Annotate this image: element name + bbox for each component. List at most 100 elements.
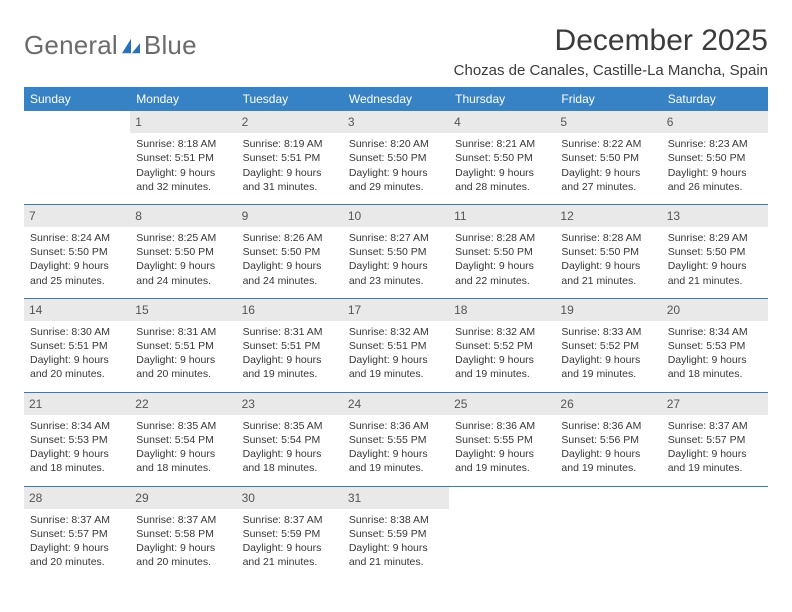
day-cell: 8 Sunrise: 8:25 AMSunset: 5:50 PMDaylight… bbox=[130, 204, 236, 298]
sunrise-text: Sunrise: 8:22 AM bbox=[561, 137, 655, 151]
sunrise-text: Sunrise: 8:23 AM bbox=[668, 137, 762, 151]
calendar-page: General Blue December 2025 Chozas de Can… bbox=[0, 0, 792, 579]
day-cell: 7Sunrise: 8:24 AMSunset: 5:50 PMDaylight… bbox=[24, 204, 130, 298]
day-cell: 23Sunrise: 8:35 AMSunset: 5:54 PMDayligh… bbox=[237, 392, 343, 486]
day-number: 17 bbox=[343, 299, 449, 321]
sunrise-text: Sunrise: 8:37 AM bbox=[243, 513, 337, 527]
sunset-text: Sunset: 5:51 PM bbox=[136, 151, 230, 165]
daylight-text: Daylight: 9 hours and 19 minutes. bbox=[243, 353, 337, 381]
day-info: Sunrise: 8:26 AMSunset: 5:50 PMDaylight:… bbox=[243, 231, 337, 288]
day-info: Sunrise: 8:31 AMSunset: 5:51 PMDaylight:… bbox=[243, 325, 337, 382]
sunrise-text: Sunrise: 8:25 AM bbox=[136, 231, 230, 245]
day-cell: 14Sunrise: 8:30 AMSunset: 5:51 PMDayligh… bbox=[24, 298, 130, 392]
daylight-text: Daylight: 9 hours and 21 minutes. bbox=[243, 541, 337, 569]
logo-word-blue: Blue bbox=[144, 30, 197, 61]
daylight-text: Daylight: 9 hours and 24 minutes. bbox=[243, 259, 337, 287]
day-info: Sunrise: 8:29 AMSunset: 5:50 PMDaylight:… bbox=[668, 231, 762, 288]
day-header: Sunday bbox=[24, 87, 130, 111]
day-cell: . bbox=[555, 486, 661, 579]
day-number: 18 bbox=[449, 299, 555, 321]
sunrise-text: Sunrise: 8:19 AM bbox=[243, 137, 337, 151]
sunrise-text: Sunrise: 8:32 AM bbox=[349, 325, 443, 339]
day-info: Sunrise: 8:21 AMSunset: 5:50 PMDaylight:… bbox=[455, 137, 549, 194]
sunset-text: Sunset: 5:50 PM bbox=[668, 245, 762, 259]
sunrise-text: Sunrise: 8:34 AM bbox=[668, 325, 762, 339]
day-cell: . bbox=[662, 486, 768, 579]
sunset-text: Sunset: 5:52 PM bbox=[561, 339, 655, 353]
sunset-text: Sunset: 5:50 PM bbox=[349, 151, 443, 165]
sunset-text: Sunset: 5:58 PM bbox=[136, 527, 230, 541]
page-header: General Blue December 2025 Chozas de Can… bbox=[24, 24, 768, 79]
calendar-table: Sunday Monday Tuesday Wednesday Thursday… bbox=[24, 87, 768, 579]
day-info: Sunrise: 8:38 AMSunset: 5:59 PMDaylight:… bbox=[349, 513, 443, 570]
day-info: Sunrise: 8:32 AMSunset: 5:52 PMDaylight:… bbox=[455, 325, 549, 382]
sunset-text: Sunset: 5:59 PM bbox=[349, 527, 443, 541]
page-subtitle: Chozas de Canales, Castille-La Mancha, S… bbox=[454, 62, 768, 79]
day-number: 6 bbox=[662, 111, 768, 133]
sunrise-text: Sunrise: 8:31 AM bbox=[243, 325, 337, 339]
sunset-text: Sunset: 5:55 PM bbox=[349, 433, 443, 447]
day-header: Friday bbox=[555, 87, 661, 111]
daylight-text: Daylight: 9 hours and 31 minutes. bbox=[243, 166, 337, 194]
day-cell: 26Sunrise: 8:36 AMSunset: 5:56 PMDayligh… bbox=[555, 392, 661, 486]
day-info: Sunrise: 8:23 AMSunset: 5:50 PMDaylight:… bbox=[668, 137, 762, 194]
day-info: Sunrise: 8:36 AMSunset: 5:56 PMDaylight:… bbox=[561, 419, 655, 476]
day-number: 5 bbox=[555, 111, 661, 133]
logo-word-general: General bbox=[24, 30, 118, 61]
sunset-text: Sunset: 5:54 PM bbox=[136, 433, 230, 447]
sunset-text: Sunset: 5:51 PM bbox=[136, 339, 230, 353]
sunset-text: Sunset: 5:50 PM bbox=[455, 151, 549, 165]
day-number: 4 bbox=[449, 111, 555, 133]
sunset-text: Sunset: 5:57 PM bbox=[30, 527, 124, 541]
daylight-text: Daylight: 9 hours and 21 minutes. bbox=[561, 259, 655, 287]
sunset-text: Sunset: 5:50 PM bbox=[561, 245, 655, 259]
day-number: 23 bbox=[237, 393, 343, 415]
day-info: Sunrise: 8:24 AMSunset: 5:50 PMDaylight:… bbox=[30, 231, 124, 288]
daylight-text: Daylight: 9 hours and 23 minutes. bbox=[349, 259, 443, 287]
day-number: 1 bbox=[130, 111, 236, 133]
day-info: Sunrise: 8:25 AMSunset: 5:50 PMDaylight:… bbox=[136, 231, 230, 288]
week-row: 28Sunrise: 8:37 AMSunset: 5:57 PMDayligh… bbox=[24, 486, 768, 579]
sunrise-text: Sunrise: 8:37 AM bbox=[30, 513, 124, 527]
day-number: 8 bbox=[130, 205, 236, 227]
day-number: 31 bbox=[343, 487, 449, 509]
day-info: Sunrise: 8:37 AMSunset: 5:59 PMDaylight:… bbox=[243, 513, 337, 570]
day-header: Tuesday bbox=[237, 87, 343, 111]
day-info: Sunrise: 8:20 AMSunset: 5:50 PMDaylight:… bbox=[349, 137, 443, 194]
day-cell: 1Sunrise: 8:18 AMSunset: 5:51 PMDaylight… bbox=[130, 111, 236, 204]
daylight-text: Daylight: 9 hours and 18 minutes. bbox=[243, 447, 337, 475]
daylight-text: Daylight: 9 hours and 32 minutes. bbox=[136, 166, 230, 194]
day-cell: 25Sunrise: 8:36 AMSunset: 5:55 PMDayligh… bbox=[449, 392, 555, 486]
daylight-text: Daylight: 9 hours and 25 minutes. bbox=[30, 259, 124, 287]
day-cell: 21Sunrise: 8:34 AMSunset: 5:53 PMDayligh… bbox=[24, 392, 130, 486]
sunset-text: Sunset: 5:54 PM bbox=[243, 433, 337, 447]
daylight-text: Daylight: 9 hours and 19 minutes. bbox=[561, 447, 655, 475]
daylight-text: Daylight: 9 hours and 29 minutes. bbox=[349, 166, 443, 194]
daylight-text: Daylight: 9 hours and 20 minutes. bbox=[30, 353, 124, 381]
sunset-text: Sunset: 5:50 PM bbox=[455, 245, 549, 259]
day-number: 2 bbox=[237, 111, 343, 133]
day-number: 19 bbox=[555, 299, 661, 321]
day-header: Thursday bbox=[449, 87, 555, 111]
day-info: Sunrise: 8:28 AMSunset: 5:50 PMDaylight:… bbox=[561, 231, 655, 288]
daylight-text: Daylight: 9 hours and 19 minutes. bbox=[561, 353, 655, 381]
daylight-text: Daylight: 9 hours and 20 minutes. bbox=[136, 541, 230, 569]
daylight-text: Daylight: 9 hours and 27 minutes. bbox=[561, 166, 655, 194]
sunset-text: Sunset: 5:50 PM bbox=[561, 151, 655, 165]
sunrise-text: Sunrise: 8:27 AM bbox=[349, 231, 443, 245]
day-cell: . bbox=[24, 111, 130, 204]
day-cell: 9Sunrise: 8:26 AMSunset: 5:50 PMDaylight… bbox=[237, 204, 343, 298]
sunrise-text: Sunrise: 8:35 AM bbox=[136, 419, 230, 433]
sunset-text: Sunset: 5:50 PM bbox=[136, 245, 230, 259]
day-cell: 22Sunrise: 8:35 AMSunset: 5:54 PMDayligh… bbox=[130, 392, 236, 486]
sunset-text: Sunset: 5:50 PM bbox=[30, 245, 124, 259]
sunrise-text: Sunrise: 8:31 AM bbox=[136, 325, 230, 339]
day-number: 14 bbox=[24, 299, 130, 321]
day-number: 15 bbox=[130, 299, 236, 321]
daylight-text: Daylight: 9 hours and 24 minutes. bbox=[136, 259, 230, 287]
sunrise-text: Sunrise: 8:34 AM bbox=[30, 419, 124, 433]
sunrise-text: Sunrise: 8:37 AM bbox=[668, 419, 762, 433]
day-info: Sunrise: 8:32 AMSunset: 5:51 PMDaylight:… bbox=[349, 325, 443, 382]
sunset-text: Sunset: 5:50 PM bbox=[349, 245, 443, 259]
day-number: 16 bbox=[237, 299, 343, 321]
